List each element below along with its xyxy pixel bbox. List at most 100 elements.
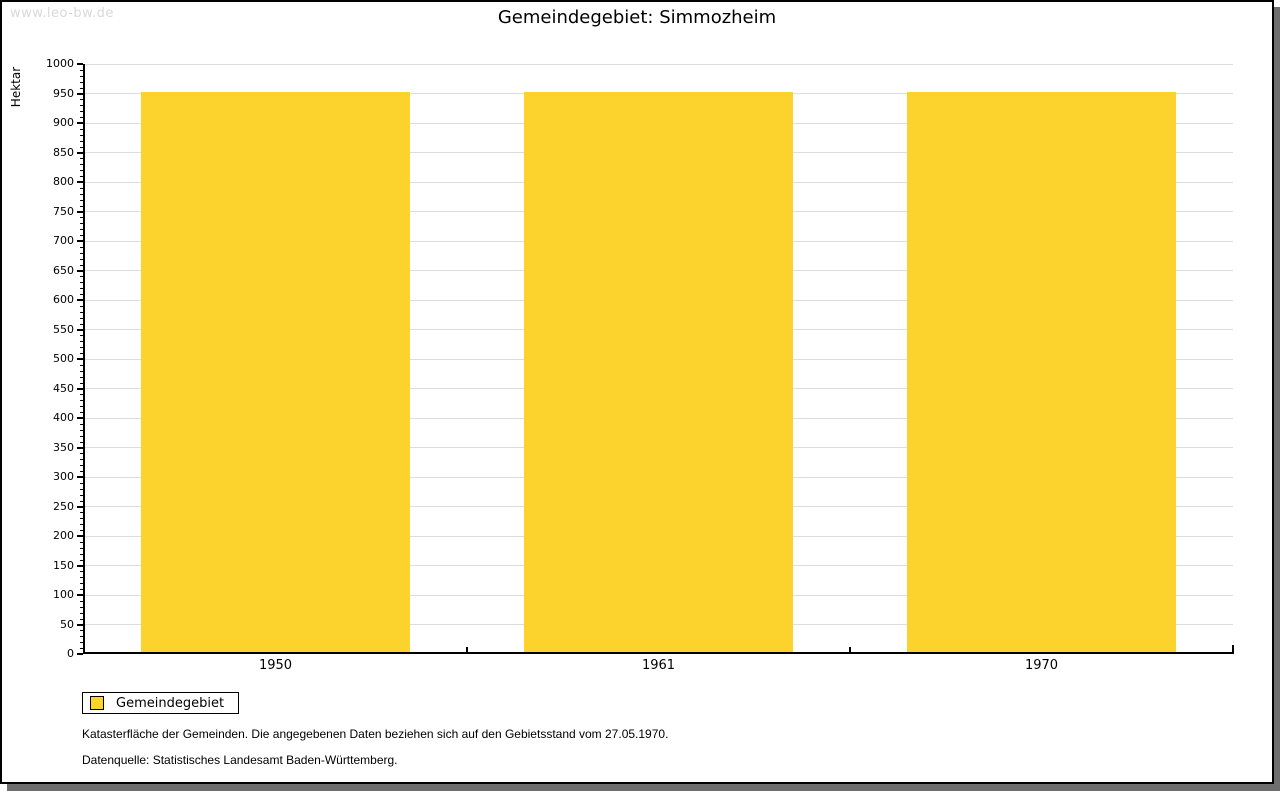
x-tick-label: 1961 — [641, 658, 676, 673]
y-major-tick — [77, 505, 83, 508]
y-major-tick — [77, 476, 83, 478]
y-minor-tick — [80, 134, 83, 136]
y-minor-tick — [80, 500, 83, 502]
y-minor-tick — [80, 530, 83, 532]
y-tick-label: 700 — [53, 234, 74, 247]
y-major-tick — [77, 623, 83, 626]
y-axis — [83, 64, 85, 654]
y-minor-tick — [80, 606, 83, 608]
y-minor-tick — [80, 305, 83, 307]
y-major-tick — [77, 122, 83, 124]
y-minor-tick — [80, 146, 83, 148]
y-minor-tick — [80, 117, 83, 119]
y-minor-tick — [80, 317, 83, 319]
y-minor-tick — [80, 199, 83, 201]
y-minor-tick — [80, 341, 83, 343]
y-minor-tick — [80, 589, 83, 591]
footnote-source-note: Katasterfläche der Gemeinden. Die angege… — [82, 727, 669, 741]
y-tick-label: 50 — [60, 617, 74, 631]
y-minor-tick — [80, 630, 83, 632]
y-major-tick — [77, 299, 83, 301]
y-minor-tick — [80, 246, 83, 248]
legend-label: Gemeindegebiet — [116, 695, 225, 711]
y-minor-tick — [80, 553, 83, 555]
y-major-tick — [77, 181, 83, 183]
y-minor-tick — [80, 170, 83, 172]
y-minor-tick — [80, 258, 83, 260]
y-minor-tick — [80, 235, 83, 237]
y-tick-label: 400 — [53, 411, 74, 424]
y-tick-label: 150 — [53, 558, 74, 572]
y-major-tick — [77, 594, 83, 596]
category-tick — [466, 647, 468, 654]
y-minor-tick — [80, 323, 83, 325]
y-tick-label: 200 — [53, 529, 74, 542]
y-tick-label: 100 — [53, 588, 74, 601]
y-minor-tick — [80, 294, 83, 296]
x-axis — [83, 652, 1234, 654]
y-major-tick — [77, 446, 83, 449]
y-minor-tick — [80, 583, 83, 585]
y-minor-tick — [80, 465, 83, 467]
y-minor-tick — [80, 571, 83, 573]
y-major-tick — [77, 269, 83, 272]
y-minor-tick — [80, 471, 83, 473]
y-tick-label: 500 — [53, 352, 74, 365]
y-minor-tick — [80, 559, 83, 561]
y-minor-tick — [80, 429, 83, 431]
y-tick-label: 850 — [53, 145, 74, 159]
bar-1950 — [141, 91, 410, 654]
y-minor-tick — [80, 518, 83, 520]
y-minor-tick — [80, 264, 83, 266]
y-tick-label: 550 — [53, 322, 74, 336]
y-minor-tick — [80, 193, 83, 195]
y-major-tick — [77, 417, 83, 419]
y-minor-tick — [80, 276, 83, 278]
y-minor-tick — [80, 69, 83, 71]
y-minor-tick — [80, 459, 83, 461]
y-minor-tick — [80, 488, 83, 490]
x-axis-end-tick — [1232, 645, 1234, 654]
y-minor-tick — [80, 382, 83, 384]
y-minor-tick — [80, 642, 83, 644]
y-minor-tick — [80, 423, 83, 425]
y-minor-tick — [80, 81, 83, 83]
y-major-tick — [77, 92, 83, 95]
y-minor-tick — [80, 282, 83, 284]
y-minor-tick — [80, 441, 83, 443]
bar-1961 — [524, 91, 793, 654]
y-minor-tick — [80, 128, 83, 130]
y-tick-label: 750 — [53, 204, 74, 218]
y-minor-tick — [80, 370, 83, 372]
y-major-tick — [77, 151, 83, 154]
y-minor-tick — [80, 636, 83, 638]
y-tick-label: 900 — [53, 116, 74, 129]
y-minor-tick — [80, 524, 83, 526]
y-minor-tick — [80, 453, 83, 455]
y-minor-tick — [80, 494, 83, 496]
y-minor-tick — [80, 394, 83, 396]
y-minor-tick — [80, 412, 83, 414]
y-minor-tick — [80, 187, 83, 189]
y-minor-tick — [80, 353, 83, 355]
y-minor-tick — [80, 648, 83, 650]
y-tick-label: 450 — [53, 381, 74, 395]
chart-title: Gemeindegebiet: Simmozheim — [497, 7, 777, 28]
bar-1970 — [907, 91, 1176, 654]
gridline — [84, 63, 1233, 65]
y-minor-tick — [80, 541, 83, 543]
y-tick-label: 250 — [53, 499, 74, 513]
y-minor-tick — [80, 217, 83, 219]
legend-box: Gemeindegebiet — [82, 692, 240, 714]
y-minor-tick — [80, 612, 83, 614]
y-tick-label: 300 — [53, 470, 74, 483]
x-tick-label: 1950 — [258, 658, 293, 673]
y-minor-tick — [80, 335, 83, 337]
y-major-tick — [77, 564, 83, 567]
y-major-tick — [77, 240, 83, 242]
y-minor-tick — [80, 223, 83, 225]
footnote-datasource: Datenquelle: Statistisches Landesamt Bad… — [82, 753, 398, 767]
y-minor-tick — [80, 618, 83, 620]
